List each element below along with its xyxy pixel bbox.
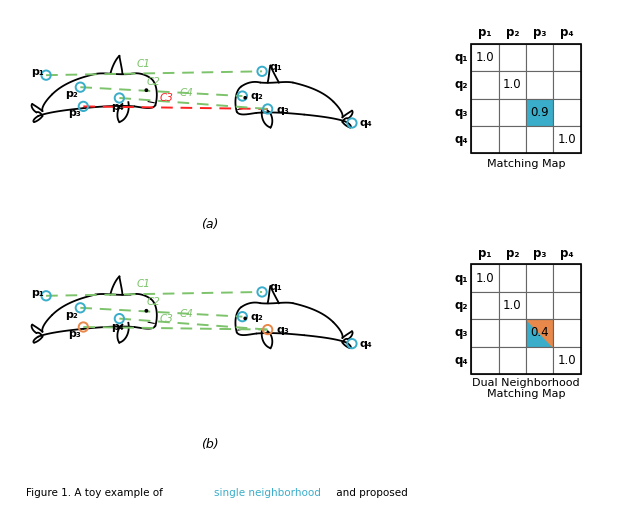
Circle shape [244,96,246,99]
Text: p₂: p₂ [65,89,78,99]
Text: q₃: q₃ [454,106,468,119]
Text: p₄: p₄ [561,247,574,260]
Text: and proposed: and proposed [333,488,408,498]
Bar [499,319,526,347]
Bar [526,347,554,374]
Text: q₂: q₂ [454,78,468,91]
Text: C1: C1 [136,59,150,69]
Bar [526,292,554,319]
Text: q₂: q₂ [251,312,264,322]
Bar [526,98,554,126]
Bar [554,98,581,126]
Text: q₁: q₁ [269,282,282,292]
Text: C4: C4 [179,309,193,319]
Text: 1.0: 1.0 [476,51,494,64]
Bar [554,292,581,319]
Bar [499,44,526,71]
Text: q₂: q₂ [454,299,468,312]
Text: p₃: p₃ [533,247,547,260]
Bar [471,292,499,319]
Text: q₃: q₃ [276,325,289,336]
Text: 1.0: 1.0 [558,133,577,146]
Text: Figure 1. A toy example of: Figure 1. A toy example of [26,488,166,498]
Polygon shape [526,319,554,347]
Text: p₃: p₃ [68,329,81,339]
Text: p₂: p₂ [65,310,78,320]
Text: 0.4: 0.4 [531,326,549,340]
Bar [499,347,526,374]
Bar [471,71,499,98]
Bar [471,264,581,374]
Text: q₃: q₃ [454,326,468,340]
Text: 0.9: 0.9 [531,106,549,119]
Text: p₄: p₄ [111,102,124,111]
Text: p₃: p₃ [68,108,81,119]
Bar [526,126,554,153]
Text: C1: C1 [136,280,150,289]
Text: p₁: p₁ [478,247,492,260]
Bar [471,44,499,71]
Circle shape [145,310,148,312]
Text: 1.0: 1.0 [476,271,494,285]
Bar [526,71,554,98]
Text: p₁: p₁ [31,288,44,298]
Text: 1.0: 1.0 [558,354,577,367]
Bar [499,71,526,98]
Bar [471,98,499,126]
Text: q₁: q₁ [454,271,468,285]
Text: q₁: q₁ [454,51,468,64]
Text: q₁: q₁ [269,62,282,72]
Text: p₂: p₂ [506,247,519,260]
Bar [554,264,581,292]
Text: p₃: p₃ [533,26,547,39]
Text: q₄: q₄ [454,133,468,146]
Bar [554,44,581,71]
Bar [526,264,554,292]
Text: q₄: q₄ [454,354,468,367]
Bar [471,126,499,153]
Text: p₄: p₄ [561,26,574,39]
Circle shape [244,317,246,320]
Bar [526,319,554,347]
Bar [554,71,581,98]
Text: p₄: p₄ [111,322,124,332]
Text: (b): (b) [201,438,218,451]
Text: q₂: q₂ [251,91,264,101]
Text: Dual Neighborhood
Matching Map: Dual Neighborhood Matching Map [472,378,580,399]
Bar [499,98,526,126]
Text: Matching Map: Matching Map [487,159,565,169]
Text: q₃: q₃ [276,105,289,115]
Bar [526,44,554,71]
Bar [554,126,581,153]
Text: 1.0: 1.0 [503,299,522,312]
Bar [471,319,499,347]
Bar [554,319,581,347]
Text: C4: C4 [179,88,193,98]
Text: p₁: p₁ [478,26,492,39]
Text: C2: C2 [147,297,160,307]
Bar [499,264,526,292]
Bar [471,347,499,374]
Text: p₁: p₁ [31,67,44,77]
Circle shape [145,89,148,91]
Text: (a): (a) [201,218,218,230]
Polygon shape [526,319,554,347]
Bar [554,347,581,374]
Bar [471,264,499,292]
Text: 1.0: 1.0 [503,78,522,91]
Text: p₂: p₂ [506,26,519,39]
Text: q₄: q₄ [360,339,372,349]
Bar [471,44,581,153]
Bar [499,126,526,153]
Text: C3: C3 [159,93,173,103]
Text: C2: C2 [147,76,160,87]
Text: single neighborhood: single neighborhood [214,488,321,498]
Text: C3: C3 [159,313,173,324]
Bar [499,292,526,319]
Text: q₄: q₄ [360,118,372,128]
